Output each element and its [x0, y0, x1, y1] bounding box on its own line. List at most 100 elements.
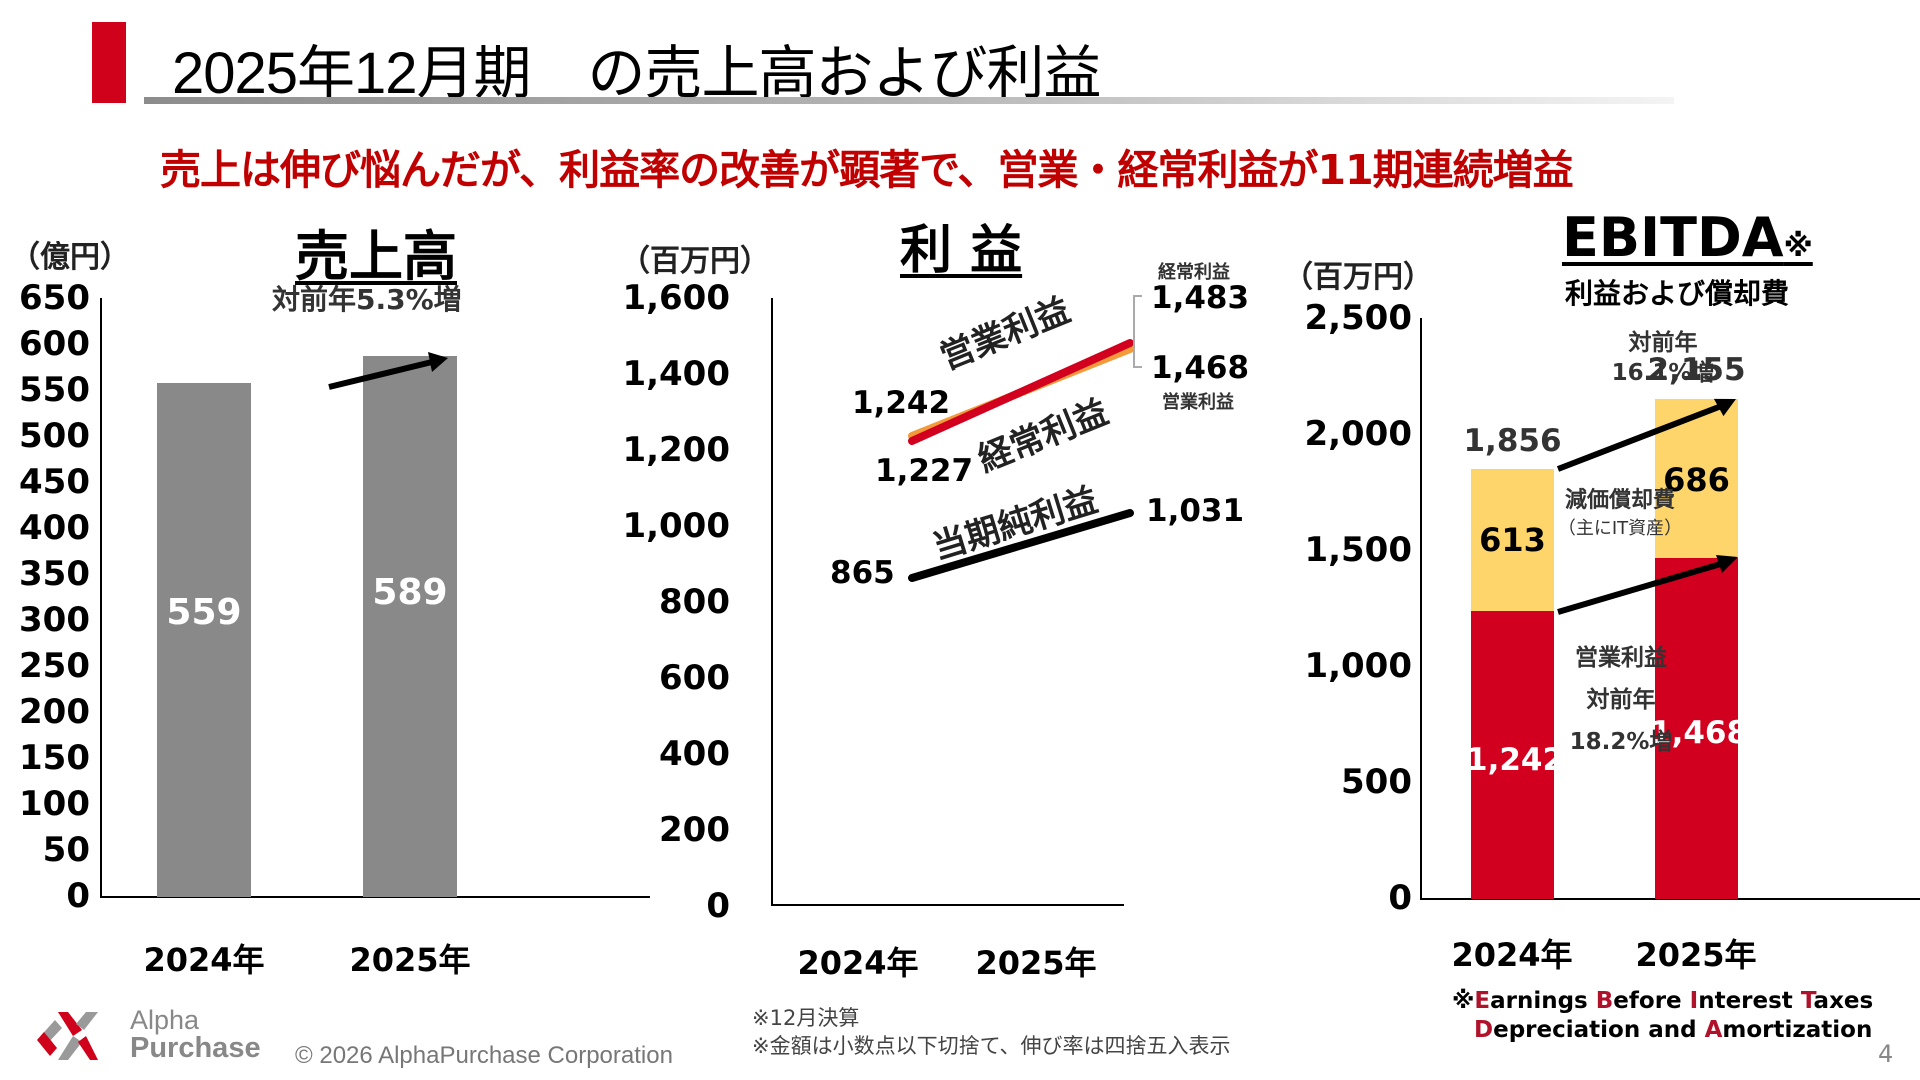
sales-tick: 400 — [19, 508, 90, 548]
profit-unit-label: （百万円） — [620, 244, 770, 279]
ebitda-growth-note: 対前年 16.1%増 — [1598, 328, 1728, 388]
title-underline — [144, 97, 1674, 104]
net-2024-value: 865 — [830, 555, 895, 591]
ebitda-depreciation-bar-2024 — [1471, 469, 1554, 611]
footnote-rounding: ※金額は小数点以下切捨て、伸び率は四捨五入表示 — [752, 1034, 1231, 1058]
sales-tick: 550 — [19, 370, 90, 410]
profit-tick: 1,000 — [622, 506, 730, 546]
ebitda-growth-line2: 16.1%増 — [1611, 360, 1715, 386]
sales-unit-label: （億円） — [10, 240, 130, 275]
ebitda-total-2025: 2,155 — [1647, 352, 1746, 388]
profit-tick: 200 — [659, 810, 730, 850]
sales-bar-value-2025: 589 — [372, 572, 448, 613]
profit-tick: 400 — [659, 734, 730, 774]
ebitda-growth-line1: 対前年 — [1628, 330, 1698, 356]
ebitda-x-axis — [1420, 898, 1920, 900]
operating-growth-arrow-icon — [1557, 555, 1738, 615]
profit-year-label: 2024年 — [797, 944, 919, 982]
profit-tick: 1,200 — [622, 430, 730, 470]
sales-year-label: 2025年 — [349, 941, 471, 979]
ebitda-depreciation-value-2024: 613 — [1479, 521, 1546, 559]
ebitda-operating-value-2025: 1,468 — [1650, 715, 1749, 751]
net-2025-value: 1,031 — [1146, 493, 1245, 529]
ebitda-definition-line1: ※Earnings Before Interest Taxes — [1452, 988, 1874, 1014]
sales-chart-title: 売上高 — [295, 225, 457, 288]
operating-growth-line2: 対前年 — [1586, 687, 1656, 713]
profit-y-axis — [771, 298, 773, 906]
sales-tick: 450 — [19, 462, 90, 502]
ordinary-2025-caption: 経常利益 — [1158, 262, 1230, 283]
page-title: 2025年12月期 の売上高および利益 — [172, 41, 1102, 106]
ebitda-y-axis — [1420, 318, 1422, 900]
profit-tick: 1,400 — [622, 354, 730, 394]
ordinary-2025-value: 1,483 — [1151, 280, 1250, 316]
sales-year-label: 2024年 — [143, 941, 265, 979]
ebitda-definition: ※Earnings Before Interest Taxes Deprecia… — [1452, 987, 1873, 1045]
sales-tick: 350 — [19, 554, 90, 594]
sales-tick: 100 — [19, 784, 90, 824]
sales-bar-2024 — [157, 383, 251, 897]
page-number: 4 — [1878, 1040, 1894, 1068]
operating-growth-note: 営業利益 対前年 18.2%増 — [1556, 637, 1686, 763]
profit-tick: 800 — [659, 582, 730, 622]
headline: 売上は伸び悩んだが、利益率の改善が顕著で、営業・経常利益が11期連続増益 — [160, 146, 1574, 194]
operating-2024-value: 1,242 — [852, 385, 951, 421]
logo-text-alpha: Alpha — [130, 1005, 200, 1035]
sales-tick: 200 — [19, 692, 90, 732]
net-income-line — [908, 509, 1134, 582]
profit-x-axis — [771, 904, 1124, 906]
sales-bar-2025 — [363, 356, 457, 897]
ebitda-tick: 1,500 — [1304, 530, 1412, 570]
ebitda-depreciation-value-2025: 686 — [1663, 461, 1730, 499]
ebitda-tick: 1,000 — [1304, 646, 1412, 686]
logo-text-purchase: Purchase — [130, 1032, 261, 1064]
ebitda-total-2024: 1,856 — [1463, 423, 1562, 459]
depreciation-note: 減価償却費 （主にIT資産） — [1556, 482, 1684, 540]
operating-growth-line1: 営業利益 — [1575, 645, 1667, 671]
sales-bar-value-2024: 559 — [166, 592, 242, 633]
operating-2025-value: 1,468 — [1151, 350, 1250, 386]
copyright: © 2026 AlphaPurchase Corporation — [295, 1042, 673, 1069]
sales-tick: 300 — [19, 600, 90, 640]
depreciation-note-line1: 減価償却費 — [1564, 488, 1675, 513]
ebitda-unit-label: （百万円） — [1283, 260, 1433, 295]
operating-growth-line3: 18.2%増 — [1569, 729, 1673, 755]
ebitda-year-label: 2025年 — [1635, 936, 1757, 974]
ebitda-operating-bar-2025 — [1655, 558, 1738, 899]
ebitda-operating-value-2024: 1,242 — [1466, 742, 1565, 778]
sales-growth-note: 対前年5.3%増 — [272, 283, 462, 316]
ebitda-subtitle: 利益および償却費 — [1565, 277, 1790, 310]
profit-tick: 0 — [706, 886, 730, 926]
ebitda-operating-bar-2024 — [1471, 611, 1554, 899]
ebitda-tick: 2,500 — [1304, 298, 1412, 338]
sales-tick: 600 — [19, 324, 90, 364]
ebitda-title-text: EBITDA — [1562, 206, 1784, 269]
ebitda-tick: 500 — [1341, 762, 1412, 802]
sales-x-axis — [100, 896, 650, 898]
operating-2025-caption: 営業利益 — [1162, 392, 1234, 413]
profit-chart-title: 利 益 — [900, 221, 1023, 281]
profit-tick: 600 — [659, 658, 730, 698]
ebitda-definition-line2: Depreciation and Amortization — [1474, 1017, 1873, 1043]
sales-tick: 500 — [19, 416, 90, 456]
ebitda-chart-title: EBITDA※ — [1562, 206, 1813, 269]
footnote-fiscal-year: ※12月決算 — [752, 1006, 860, 1030]
end-label-bracket — [1133, 295, 1142, 368]
ebitda-tick: 2,000 — [1304, 414, 1412, 454]
sales-y-axis — [100, 298, 102, 898]
ordinary-profit-line — [908, 339, 1134, 445]
depreciation-note-line2: （主にIT資産） — [1557, 518, 1683, 539]
ebitda-tick: 0 — [1388, 878, 1412, 918]
profit-year-label: 2025年 — [975, 944, 1097, 982]
ebitda-title-mark: ※ — [1783, 229, 1813, 264]
ebitda-growth-arrow-icon — [1556, 398, 1736, 472]
ordinary-2024-value: 1,227 — [875, 453, 974, 489]
sales-tick: 650 — [19, 278, 90, 318]
sales-tick: 0 — [66, 876, 90, 916]
profit-tick: 1,600 — [622, 278, 730, 318]
sales-tick: 250 — [19, 646, 90, 686]
